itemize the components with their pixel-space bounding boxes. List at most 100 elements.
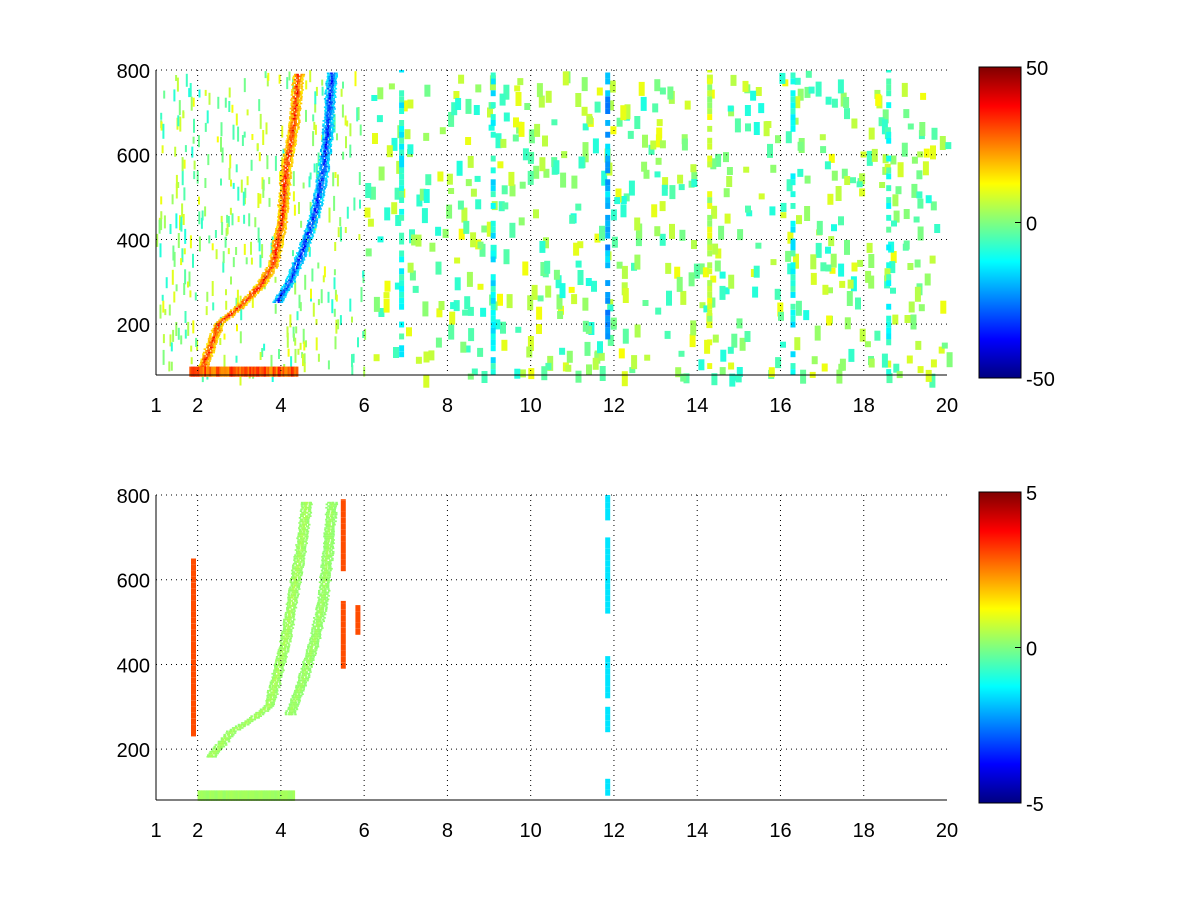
- heatmap-cell: [399, 280, 405, 286]
- heatmap-cell: [282, 153, 286, 156]
- heatmap-cell: [868, 254, 875, 268]
- heatmap-cell: [890, 155, 897, 165]
- heatmap-cell: [271, 693, 274, 695]
- heatmap-cell: [317, 603, 321, 606]
- heatmap-cell: [399, 351, 405, 358]
- heatmap-cell: [281, 180, 284, 183]
- heatmap-cell: [297, 564, 300, 567]
- heatmap-cell: [931, 127, 938, 140]
- heatmap-cell: [275, 248, 278, 250]
- heatmap-cell: [340, 529, 346, 536]
- heatmap-cell: [300, 90, 303, 93]
- plot-area: [156, 70, 947, 375]
- heatmap-cell: [292, 617, 295, 619]
- heatmap-cell: [266, 694, 269, 697]
- heatmap-cell: [533, 209, 539, 219]
- heatmap-cell: [212, 747, 215, 750]
- heatmap-cell: [239, 374, 242, 386]
- heatmap-cell: [278, 195, 281, 198]
- heatmap-cell: [310, 206, 314, 209]
- heatmap-cell: [327, 505, 330, 507]
- heatmap-cell: [326, 586, 330, 589]
- heatmap-cell: [538, 95, 545, 108]
- heatmap-cell: [643, 169, 650, 179]
- heatmap-cell: [340, 662, 346, 669]
- heatmap-cell: [280, 172, 284, 174]
- heatmap-cell: [755, 87, 762, 96]
- heatmap-cell: [293, 693, 296, 695]
- heatmap-cell: [296, 694, 299, 697]
- heatmap-cell: [290, 705, 294, 707]
- heatmap-cell: [323, 266, 326, 278]
- heatmap-cell: [790, 220, 796, 227]
- heatmap-cell: [345, 136, 347, 149]
- heatmap-cell: [317, 204, 321, 207]
- heatmap-cell: [309, 515, 312, 517]
- heatmap-cell: [293, 112, 296, 115]
- heatmap-cell: [307, 225, 310, 227]
- heatmap-cell: [278, 192, 282, 195]
- heatmap-cell: [283, 182, 286, 184]
- heatmap-cell: [467, 306, 474, 316]
- heatmap-cell: [273, 676, 277, 678]
- heatmap-cell: [281, 245, 284, 247]
- heatmap-cell: [541, 366, 548, 381]
- heatmap-cell: [258, 99, 261, 112]
- heatmap-cell: [229, 728, 233, 731]
- heatmap-cell: [310, 236, 314, 239]
- heatmap-cell: [318, 581, 322, 584]
- heatmap-cell: [285, 158, 289, 161]
- y-tick-label: 400: [117, 655, 150, 677]
- heatmap-cell: [283, 161, 287, 164]
- heatmap-cell: [298, 534, 302, 536]
- heatmap-cell: [815, 81, 822, 97]
- heatmap-cell: [294, 133, 297, 135]
- heatmap-cell: [256, 285, 259, 288]
- heatmap-cell: [325, 118, 329, 120]
- heatmap-cell: [289, 151, 293, 154]
- heatmap-cell: [240, 306, 244, 308]
- heatmap-cell: [394, 282, 401, 290]
- heatmap-cell: [225, 300, 228, 310]
- heatmap-cell: [297, 348, 300, 355]
- heatmap-cell: [707, 96, 713, 103]
- heatmap-cell: [193, 118, 195, 133]
- heatmap-cell: [296, 550, 299, 553]
- heatmap-cell: [820, 146, 827, 154]
- heatmap-cell: [280, 650, 284, 653]
- noise-speckle: [156, 70, 953, 388]
- heatmap-cell: [292, 269, 296, 271]
- heatmap-cell: [282, 790, 286, 801]
- heatmap-cell: [490, 274, 496, 281]
- heatmap-cell: [292, 581, 295, 584]
- heatmap-cell: [257, 283, 261, 286]
- heatmap-cell: [238, 728, 242, 731]
- heatmap-cell: [320, 170, 324, 173]
- heatmap-cell: [325, 532, 329, 534]
- heatmap-cell: [280, 633, 284, 636]
- heatmap-cell: [543, 168, 550, 178]
- heatmap-cell: [244, 790, 247, 801]
- heatmap-cell: [575, 93, 582, 107]
- heatmap-cell: [210, 338, 213, 340]
- heatmap-cell: [230, 179, 232, 187]
- heatmap-cell: [288, 155, 291, 157]
- heatmap-cell: [319, 578, 323, 580]
- heatmap-cell: [224, 316, 227, 318]
- heatmap-cell: [297, 253, 300, 256]
- heatmap-cell: [222, 366, 226, 377]
- heatmap-cell: [210, 348, 213, 350]
- heatmap-cell: [232, 733, 235, 736]
- heatmap-cell: [330, 99, 333, 102]
- heatmap-cell: [659, 233, 666, 246]
- heatmap-cell: [680, 290, 687, 305]
- heatmap-cell: [191, 623, 196, 630]
- heatmap-cell: [659, 201, 666, 212]
- heatmap-cell: [292, 703, 296, 706]
- heatmap-cell: [245, 297, 249, 300]
- heatmap-cell: [508, 171, 515, 186]
- heatmap-cell: [206, 346, 210, 349]
- heatmap-cell: [331, 545, 334, 548]
- heatmap-cell: [463, 220, 470, 234]
- heatmap-cell: [274, 263, 278, 266]
